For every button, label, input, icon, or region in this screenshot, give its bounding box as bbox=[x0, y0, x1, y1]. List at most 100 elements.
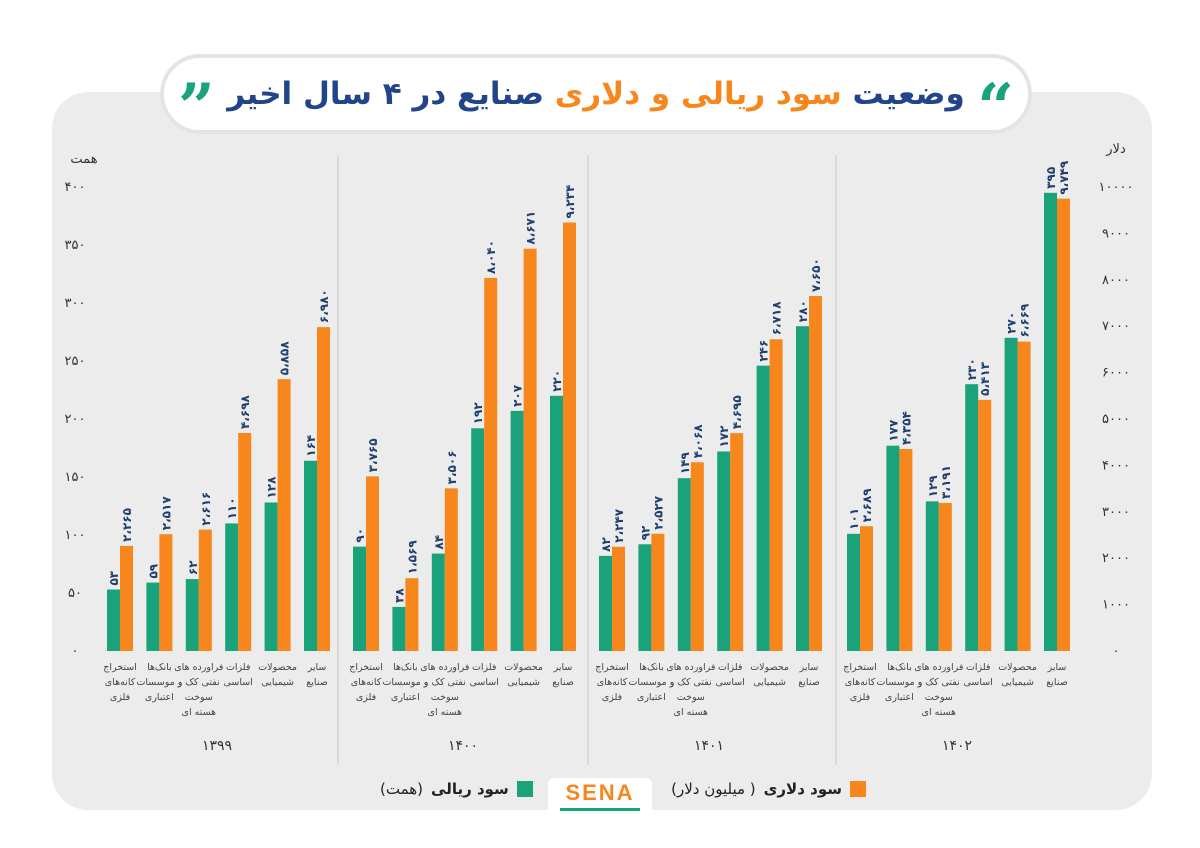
legend-rial-swatch bbox=[516, 781, 533, 797]
category-label: شیمیایی bbox=[261, 677, 294, 688]
bar-rial bbox=[965, 384, 979, 651]
category-label: بانک‌ها bbox=[887, 662, 912, 673]
legend-dollar: سود دلاری ( میلیون دلار) bbox=[671, 780, 866, 798]
category-label: صنایع bbox=[798, 677, 820, 688]
data-label-dollar: ۷،۶۵۰ bbox=[809, 258, 823, 292]
legend-dollar-unit: ( میلیون دلار) bbox=[671, 780, 756, 798]
data-label-dollar: ۸،۶۷۱ bbox=[524, 211, 538, 245]
right-tick-label: ۵۰۰۰ bbox=[1102, 412, 1130, 427]
bar-dollar bbox=[690, 462, 704, 651]
category-label: اساسی bbox=[964, 677, 993, 688]
bar-rial bbox=[392, 606, 406, 651]
right-tick-label: ۰ bbox=[1113, 644, 1120, 659]
category-label: اساسی bbox=[470, 677, 499, 688]
data-label-rial: ۳۸ bbox=[392, 588, 406, 603]
bar-dollar bbox=[651, 533, 665, 651]
bar-rial bbox=[925, 501, 939, 651]
data-label-rial: ۱۱۰ bbox=[225, 497, 239, 519]
left-tick-label: ۲۰۰ bbox=[65, 412, 86, 427]
category-label: استخراج bbox=[103, 662, 137, 673]
right-tick-label: ۸۰۰۰ bbox=[1102, 273, 1130, 288]
left-tick-label: ۲۵۰ bbox=[65, 354, 86, 369]
bar-rial bbox=[304, 460, 317, 651]
category-label: بانک‌ها bbox=[393, 662, 418, 673]
bar-dollar bbox=[769, 339, 783, 651]
legend: سود دلاری ( میلیون دلار) سود ریالی (همت) bbox=[0, 768, 1200, 812]
category-label: و موسسات bbox=[136, 677, 182, 688]
data-label-dollar: ۲،۲۶۵ bbox=[120, 508, 134, 542]
category-label: اساسی bbox=[224, 677, 253, 688]
category-label: بانک‌ها bbox=[147, 662, 172, 673]
title-part-1: وضعیت bbox=[852, 76, 965, 112]
bar-dollar bbox=[978, 399, 992, 651]
bar-rial bbox=[1004, 337, 1018, 651]
bar-dollar bbox=[405, 578, 419, 651]
category-label: کانه‌های bbox=[845, 677, 876, 688]
data-label-rial: ۲۸۰ bbox=[796, 300, 810, 322]
data-label-rial: ۸۴ bbox=[432, 535, 446, 550]
category-label: استخراج bbox=[843, 662, 877, 673]
category-label: هسته ای bbox=[428, 707, 463, 718]
category-label: کانه‌های bbox=[597, 677, 628, 688]
legend-rial-unit: (همت) bbox=[380, 780, 424, 798]
bar-rial bbox=[146, 582, 160, 651]
category-label: محصولات bbox=[998, 662, 1037, 673]
bar-rial bbox=[353, 546, 366, 651]
bar-dollar bbox=[1057, 198, 1070, 651]
bar-rial bbox=[185, 579, 199, 651]
year-label: ۱۴۰۱ bbox=[694, 738, 724, 754]
category-label: محصولات bbox=[258, 662, 297, 673]
data-label-rial: ۹۰ bbox=[353, 528, 367, 543]
data-label-dollar: ۱،۵۶۹ bbox=[405, 540, 419, 575]
bar-dollar bbox=[563, 222, 576, 651]
bar-dollar bbox=[120, 545, 133, 651]
bar-dollar bbox=[159, 534, 173, 651]
right-tick-label: ۳۰۰۰ bbox=[1102, 505, 1130, 520]
data-label-rial: ۲۳۰ bbox=[965, 358, 979, 380]
left-tick-label: ۱۰۰ bbox=[65, 528, 86, 543]
right-tick-label: ۷۰۰۰ bbox=[1102, 319, 1130, 334]
bar-rial bbox=[599, 555, 612, 651]
category-label: سایر bbox=[799, 662, 819, 673]
data-label-rial: ۱۷۷ bbox=[886, 419, 900, 442]
data-label-dollar: ۳،۵۰۶ bbox=[445, 450, 459, 484]
bar-rial bbox=[107, 589, 120, 651]
category-label: و موسسات bbox=[876, 677, 922, 688]
category-label: محصولات bbox=[750, 662, 789, 673]
data-label-dollar: ۴،۳۵۴ bbox=[899, 411, 913, 445]
right-tick-label: ۲۰۰۰ bbox=[1102, 551, 1130, 566]
category-label: فراورده های bbox=[666, 662, 715, 673]
bar-dollar bbox=[730, 433, 744, 651]
data-label-rial: ۱۲۹ bbox=[926, 475, 940, 498]
year-label: ۱۳۹۹ bbox=[202, 738, 232, 754]
category-label: کانه‌های bbox=[351, 677, 382, 688]
data-label-rial: ۲۴۶ bbox=[757, 340, 771, 362]
quote-open-icon: ” bbox=[178, 70, 215, 145]
category-label: هسته ای bbox=[182, 707, 217, 718]
logo-text: SENA bbox=[565, 780, 635, 805]
legend-dollar-label: سود دلاری bbox=[763, 780, 842, 798]
category-label: فلزات bbox=[718, 662, 743, 673]
bar-dollar bbox=[938, 502, 952, 651]
category-label: بانک‌ها bbox=[639, 662, 664, 673]
category-label: و موسسات bbox=[382, 677, 428, 688]
data-label-rial: ۱۹۲ bbox=[471, 402, 485, 425]
bar-dollar bbox=[277, 379, 291, 651]
category-label: اعتباری bbox=[637, 692, 666, 703]
bar-rial bbox=[638, 544, 652, 651]
category-label: سایر bbox=[553, 662, 573, 673]
data-label-rial: ۸۲ bbox=[599, 537, 613, 552]
data-label-dollar: ۳،۱۹۱ bbox=[939, 465, 953, 499]
category-label: نفتی کک و bbox=[669, 677, 712, 688]
left-tick-label: ۰ bbox=[72, 644, 79, 659]
right-tick-label: ۱۰۰۰۰ bbox=[1099, 180, 1134, 195]
category-label: فراورده های bbox=[174, 662, 223, 673]
data-label-rial: ۹۲ bbox=[638, 525, 652, 540]
year-label: ۱۴۰۲ bbox=[942, 738, 972, 754]
title-part-2: سود ریالی و دلاری bbox=[554, 76, 842, 112]
category-label: اعتباری bbox=[145, 692, 174, 703]
data-label-rial: ۶۲ bbox=[186, 560, 200, 575]
category-label: فلزات bbox=[966, 662, 991, 673]
bar-dollar bbox=[1017, 341, 1031, 651]
